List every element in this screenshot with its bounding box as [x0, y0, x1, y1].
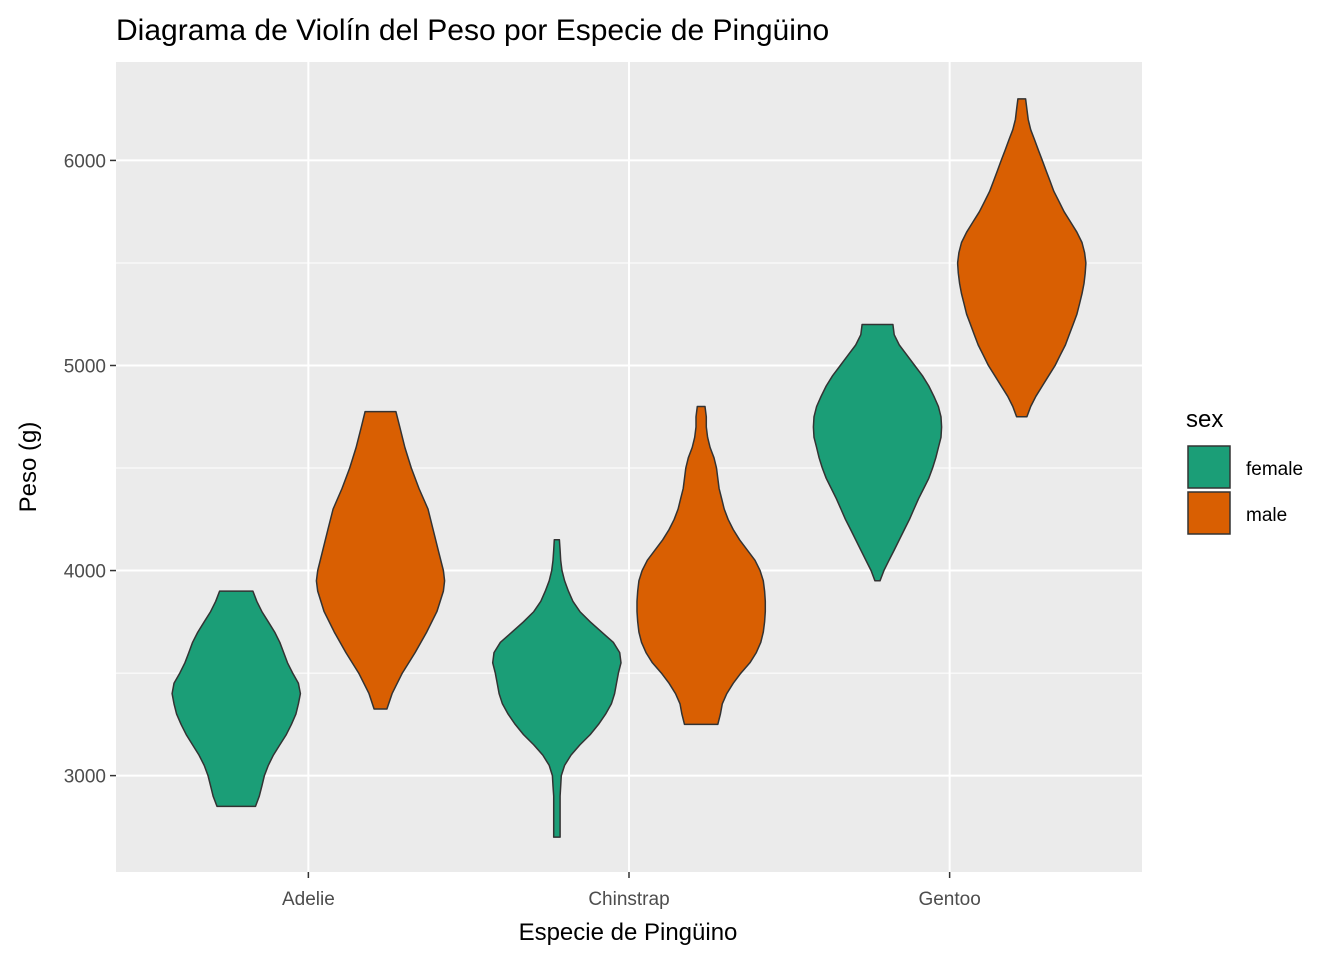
x-tick-label-gentoo: Gentoo [918, 889, 980, 910]
x-tick-label-chinstrap: Chinstrap [588, 889, 669, 910]
x-axis-title: Especie de Pingüino [519, 919, 738, 946]
violin-chinstrap-female [491, 539, 622, 838]
grid-lines [116, 62, 1142, 872]
legend-label-female: female [1246, 459, 1303, 480]
legend-label-male: male [1246, 505, 1287, 526]
violin-gentoo-female [812, 323, 943, 582]
violins [171, 98, 1087, 838]
chart-title: Diagrama de Violín del Peso por Especie … [116, 14, 829, 47]
violin-adelie-male [315, 410, 446, 710]
legend-title: sex [1186, 406, 1223, 433]
y-tick-label: 5000 [64, 356, 106, 377]
violin-gentoo-male [956, 98, 1087, 418]
y-tick-label: 3000 [64, 767, 106, 788]
legend: sex female male [1186, 406, 1303, 535]
axes: 3000 4000 5000 6000 Adelie Chinstrap Gentoo [64, 151, 981, 910]
y-tick-label: 6000 [64, 151, 106, 172]
y-axis-title: Peso (g) [15, 422, 42, 513]
y-tick-label: 4000 [64, 562, 106, 583]
x-tick-label-adelie: Adelie [282, 889, 335, 910]
violin-chinstrap-male [636, 405, 767, 726]
violin-adelie-female [171, 590, 302, 808]
legend-key-male [1187, 491, 1231, 535]
legend-key-female [1187, 445, 1231, 489]
